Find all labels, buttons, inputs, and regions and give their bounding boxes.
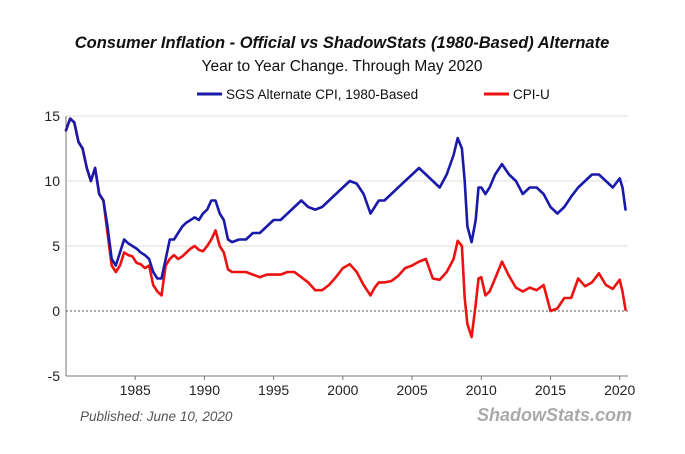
legend: SGS Alternate CPI, 1980-Based CPI-U	[197, 87, 550, 102]
y-tick-label: -5	[48, 368, 61, 384]
y-tick-label: 15	[44, 108, 60, 124]
x-tick-label: 2005	[396, 382, 427, 398]
y-tick-label: 10	[44, 173, 60, 189]
chart-title: Consumer Inflation - Official vs ShadowS…	[75, 34, 610, 52]
legend-label-sgs: SGS Alternate CPI, 1980-Based	[226, 87, 418, 102]
x-tick-label: 2000	[327, 382, 358, 398]
x-axis: 1985 1990 1995 2000 2005 2010 2015 2020	[66, 375, 635, 398]
x-tick-label: 1990	[189, 382, 220, 398]
x-tick-label: 2015	[535, 382, 566, 398]
x-tick-label: 1995	[258, 382, 289, 398]
y-tick-label: 0	[52, 303, 60, 319]
x-tick-label: 1985	[120, 382, 151, 398]
published-date: Published: June 10, 2020	[80, 409, 233, 424]
legend-label-cpiu: CPI-U	[513, 87, 550, 102]
chart-subtitle: Year to Year Change. Through May 2020	[202, 58, 483, 75]
series-layer	[64, 117, 627, 339]
series-line-sgs	[64, 117, 627, 280]
x-tick-label: 2020	[604, 382, 635, 398]
brand-logo: ShadowStats.com	[477, 405, 632, 425]
grid	[66, 115, 628, 377]
y-axis: -5 0 5 10 15	[44, 108, 67, 384]
y-tick-label: 5	[52, 238, 60, 254]
series-line-cpiu	[64, 117, 627, 339]
x-tick-label: 2010	[466, 382, 497, 398]
